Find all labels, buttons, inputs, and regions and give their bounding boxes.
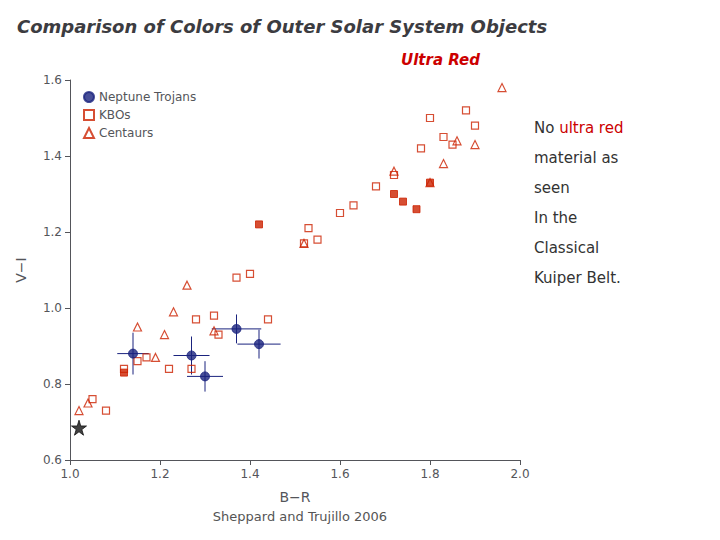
- svg-text:1.4: 1.4: [240, 467, 259, 481]
- svg-text:1.0: 1.0: [60, 467, 79, 481]
- svg-text:1.0: 1.0: [43, 301, 62, 315]
- svg-text:B−R: B−R: [279, 489, 310, 505]
- svg-text:material as: material as: [534, 149, 619, 167]
- svg-text:Ultra Red: Ultra Red: [401, 51, 480, 69]
- svg-text:1.6: 1.6: [330, 467, 349, 481]
- svg-text:V−I: V−I: [13, 257, 29, 282]
- svg-text:Centaurs: Centaurs: [99, 126, 153, 140]
- svg-text:seen: seen: [534, 179, 570, 197]
- svg-text:ultra red: ultra red: [559, 119, 623, 137]
- svg-text:Comparison of Colors of Outer: Comparison of Colors of Outer Solar Syst…: [17, 16, 547, 37]
- svg-text:In the: In the: [534, 209, 577, 227]
- svg-text:Kuiper Belt.: Kuiper Belt.: [534, 269, 621, 287]
- svg-text:2.0: 2.0: [510, 467, 529, 481]
- svg-text:1.8: 1.8: [420, 467, 439, 481]
- svg-text:No: No: [534, 119, 559, 137]
- svg-text:KBOs: KBOs: [99, 108, 131, 122]
- svg-text:0.8: 0.8: [43, 377, 62, 391]
- svg-text:0.6: 0.6: [43, 453, 62, 467]
- svg-text:1.2: 1.2: [43, 225, 62, 239]
- svg-text:1.4: 1.4: [43, 149, 62, 163]
- svg-text:Neptune Trojans: Neptune Trojans: [99, 90, 196, 104]
- svg-text:Sheppard and Trujillo 2006: Sheppard and Trujillo 2006: [213, 509, 387, 524]
- svg-text:1.2: 1.2: [150, 467, 169, 481]
- svg-text:Classical: Classical: [534, 239, 599, 257]
- svg-text:1.6: 1.6: [43, 73, 62, 87]
